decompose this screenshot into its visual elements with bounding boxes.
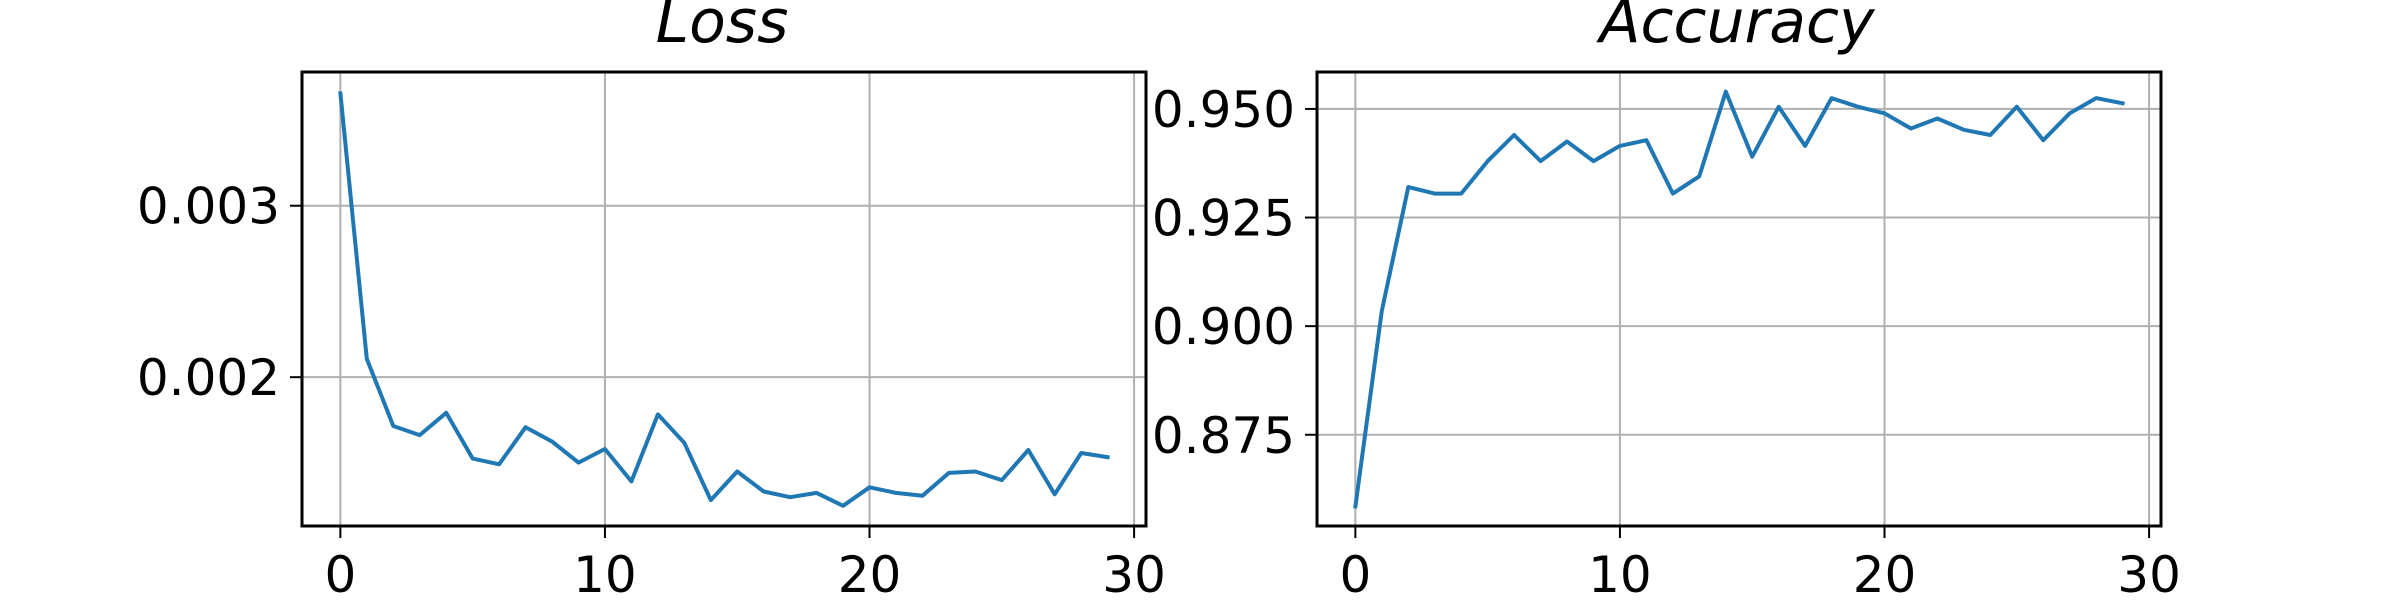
accuracy-y-tick-label: 0.925	[1152, 190, 1295, 248]
accuracy-chart: Accuracy 0 10 20 30 0.875 0.900 0.925 0.950	[1152, 0, 2181, 604]
loss-x-tick-label: 0	[324, 546, 356, 600]
accuracy-y-tick-label: 0.950	[1152, 81, 1295, 139]
accuracy-y-tick-label: 0.900	[1152, 298, 1295, 356]
accuracy-x-tick-label: 20	[1853, 546, 1917, 600]
loss-series-line	[338, 91, 1110, 508]
accuracy-chart-title: Accuracy	[1596, 0, 1876, 57]
loss-x-tick-label: 30	[1102, 546, 1166, 600]
loss-chart-title: Loss	[656, 0, 789, 57]
accuracy-x-tick-label: 30	[2117, 546, 2181, 600]
loss-axes-frame	[300, 70, 1148, 528]
accuracy-series-line	[1353, 89, 2125, 509]
accuracy-axes-frame	[1315, 70, 2163, 528]
accuracy-y-tick-label: 0.875	[1152, 407, 1295, 465]
accuracy-x-tick-label: 0	[1339, 546, 1371, 600]
loss-chart: Loss 0 10 20 30 0.002 0.003	[137, 0, 1166, 604]
loss-x-tick-label: 10	[573, 546, 637, 600]
loss-y-tick-label: 0.003	[137, 178, 280, 236]
loss-y-tick-label: 0.002	[137, 349, 280, 407]
accuracy-x-tick-label: 10	[1588, 546, 1652, 600]
loss-x-tick-label: 20	[838, 546, 902, 600]
